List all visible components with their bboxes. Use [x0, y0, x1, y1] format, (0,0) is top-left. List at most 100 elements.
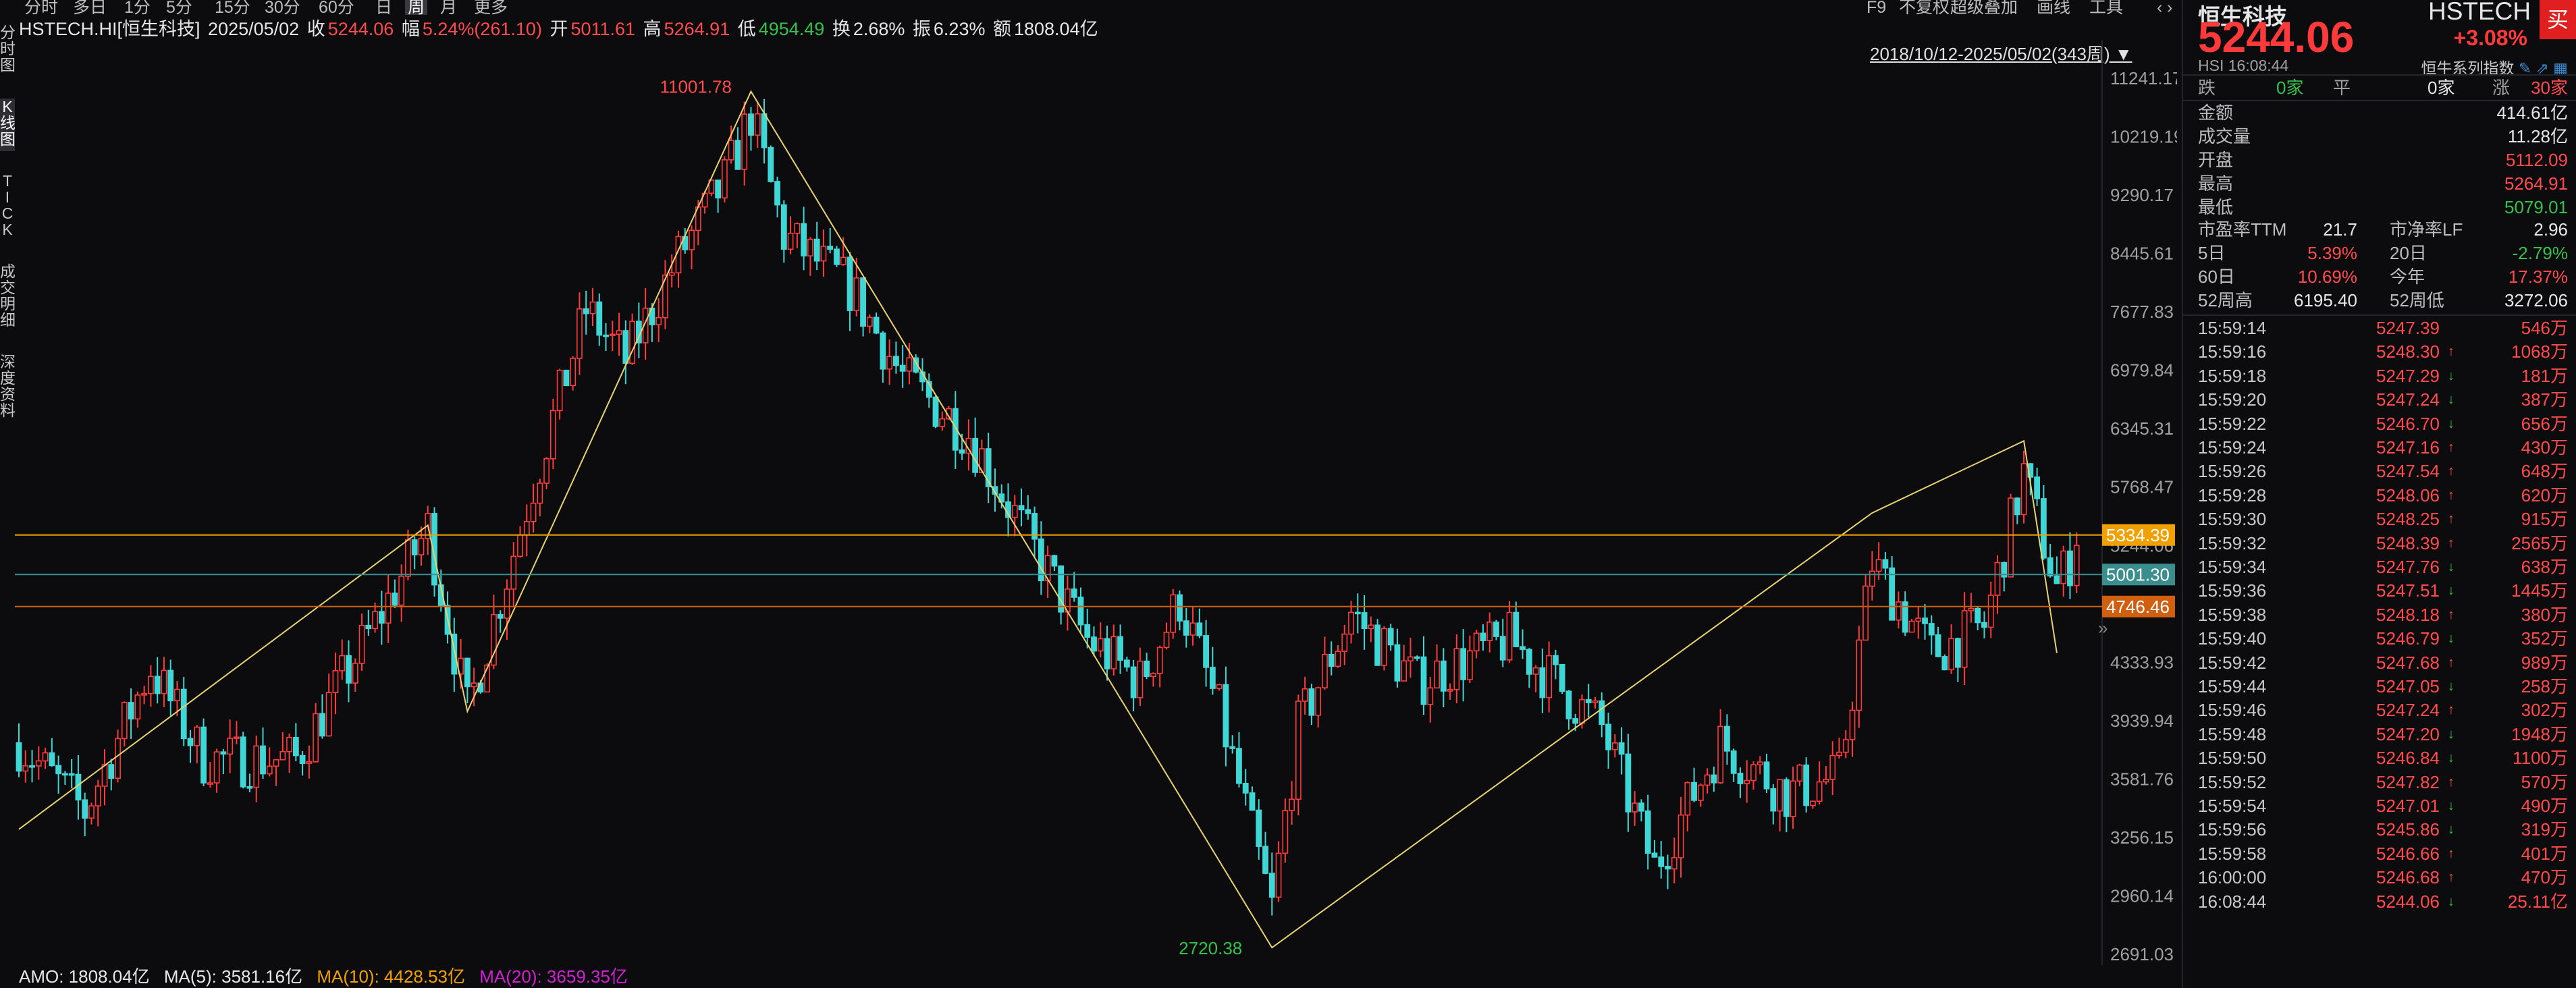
tool-3[interactable]: 画线: [2037, 0, 2071, 17]
tick-volume: 1445万: [2511, 580, 2568, 601]
tick-price: 5247.76: [2376, 557, 2440, 577]
arrow-down-icon: ↓: [2448, 416, 2454, 431]
tab-10[interactable]: 更多: [474, 0, 508, 15]
arrow-up-icon: ↑: [2448, 535, 2454, 551]
tick-row: 15:59:40 5246.79 ↓ 352万: [2198, 627, 2568, 651]
stat-value: 21.7: [2323, 219, 2357, 240]
candle-body: [1915, 618, 1922, 622]
left-nav-char: C: [1, 204, 14, 222]
left-nav-char: 交: [0, 279, 16, 296]
candle-body: [1678, 814, 1684, 858]
candle-body: [1499, 636, 1506, 661]
left-nav-4[interactable]: 深度资料: [0, 354, 16, 422]
candle-body: [2073, 545, 2080, 586]
candle-body: [1987, 595, 1994, 628]
down-label: 跌: [2198, 78, 2216, 98]
tick-row: 15:59:38 5248.18 ↑ 380万: [2198, 603, 2568, 627]
tab-4[interactable]: 15分: [215, 0, 250, 15]
left-nav-char: 料: [0, 402, 16, 419]
settings-icon[interactable]: ▦: [2553, 59, 2568, 77]
candle-body: [2034, 476, 2041, 499]
tick-volume: 25.11亿: [2507, 891, 2568, 912]
left-nav-3[interactable]: 成交明细: [0, 263, 16, 332]
left-nav-char: 分: [0, 24, 16, 41]
ma20-value: MA(20): 3659.35亿: [479, 966, 628, 987]
kline-chart[interactable]: 11241.17 10219.19 9290.17 8445.61 7677.83 697…: [0, 40, 2177, 965]
left-nav-0[interactable]: 分时图: [0, 24, 16, 77]
candle-body: [167, 669, 174, 702]
candle-body: [1209, 667, 1216, 689]
tool-2[interactable]: 超级叠加: [1950, 0, 2018, 17]
chevron-right-icon[interactable]: ›: [2167, 0, 2173, 17]
arrow-down-icon: ↓: [2448, 822, 2454, 838]
candle-body: [1902, 601, 1908, 633]
tick-price: 5247.68: [2376, 652, 2440, 673]
candle-body: [128, 702, 134, 720]
candle-body: [1025, 509, 1031, 514]
candle-body: [1196, 622, 1203, 636]
candle-body: [972, 437, 979, 473]
chevron-left-icon[interactable]: ‹: [2157, 0, 2163, 17]
candle-body: [1922, 618, 1928, 624]
tick-row: 15:59:54 5247.01 ↓ 490万: [2198, 794, 2568, 818]
candle-body: [754, 113, 761, 136]
tab-2[interactable]: 1分: [124, 0, 151, 15]
tick-price: 5244.06: [2376, 891, 2440, 912]
tick-volume: 401万: [2521, 843, 2568, 864]
candle-body: [1849, 709, 1856, 740]
tab-9[interactable]: 月: [440, 0, 458, 15]
tab-8[interactable]: 周: [405, 0, 428, 15]
buy-button[interactable]: 买: [2540, 0, 2576, 39]
tick-row: 15:59:58 5246.66 ↑ 401万: [2198, 842, 2568, 866]
candle-body: [418, 538, 425, 555]
stat-row: 成交量 11.28亿: [2198, 125, 2568, 148]
tab-3[interactable]: 5分: [166, 0, 192, 15]
tab-5[interactable]: 30分: [265, 0, 300, 15]
candle-body: [2067, 550, 2073, 586]
candle-body: [642, 307, 649, 344]
tool-0[interactable]: F9: [1867, 0, 1887, 17]
candle-body: [1565, 690, 1572, 719]
tab-1[interactable]: 多日: [73, 0, 107, 15]
tab-7[interactable]: 日: [375, 0, 393, 15]
candle-body: [2060, 550, 2067, 584]
pencil-icon[interactable]: ✎: [2518, 59, 2532, 77]
tick-volume: 319万: [2521, 819, 2568, 840]
index-series[interactable]: 恒牛系列指数 ✎ ⇗ ▦: [2421, 55, 2568, 78]
candle-body: [1302, 688, 1308, 702]
candle-body: [1539, 667, 1546, 698]
tick-price: 5248.06: [2376, 485, 2440, 505]
candle-body: [1638, 802, 1644, 812]
left-nav-char: 细: [0, 311, 16, 329]
candle-body: [899, 364, 906, 372]
candle-body: [1553, 655, 1559, 665]
tab-0[interactable]: 分时: [24, 0, 59, 15]
candle-body: [603, 334, 609, 337]
candle-body: [115, 738, 121, 779]
tick-price: 5247.24: [2376, 389, 2440, 410]
tick-time: 15:59:28: [2198, 485, 2267, 505]
date-range-selector[interactable]: 2018/10/12-2025/05/02(343周) ▼: [1870, 40, 2132, 65]
candle-body: [220, 751, 227, 755]
candle-body: [55, 765, 62, 775]
candle-body: [1216, 684, 1223, 689]
candle-body: [234, 736, 240, 739]
y-tick-label: 3581.76: [2110, 769, 2174, 789]
arrow-up-icon: ↑: [2448, 703, 2454, 718]
candle-body: [504, 588, 510, 619]
tick-row: 15:59:26 5247.54 ↑ 648万: [2198, 460, 2568, 483]
candle-body: [1975, 607, 1981, 624]
share-icon[interactable]: ⇗: [2535, 59, 2549, 77]
candle-body: [728, 140, 734, 161]
tool-1[interactable]: 不复权: [1899, 0, 1950, 17]
candle-body: [1513, 611, 1520, 648]
left-nav-char: 图: [0, 130, 16, 148]
candle-body: [1790, 780, 1796, 817]
candle-body: [339, 655, 346, 671]
tool-4[interactable]: 工具: [2089, 0, 2124, 17]
tab-6[interactable]: 60分: [319, 0, 354, 15]
arrow-down-icon: ↓: [2448, 679, 2454, 694]
